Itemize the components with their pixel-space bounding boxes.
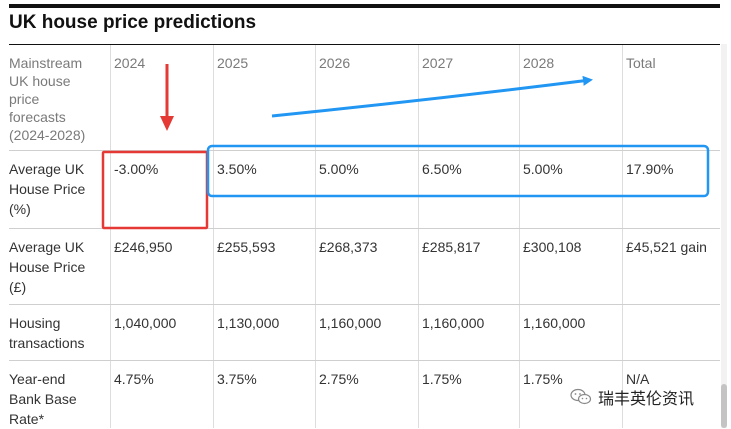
- table-cell: 1.75%: [519, 361, 622, 428]
- table-row: Year-end Bank Base Rate* 4.75% 3.75% 2.7…: [9, 360, 720, 428]
- header-row-label: Mainstream UK house price forecasts (202…: [9, 45, 110, 150]
- table-cell: 3.75%: [213, 361, 315, 428]
- table-header-row: Mainstream UK house price forecasts (202…: [9, 44, 720, 150]
- header-year-2024: 2024: [110, 45, 213, 150]
- wechat-icon: [570, 388, 592, 405]
- row-label: Year-end Bank Base Rate*: [9, 361, 110, 428]
- table-cell: 1.75%: [418, 361, 519, 428]
- table-cell: [622, 305, 720, 360]
- table-cell: 1,160,000: [519, 305, 622, 360]
- table-cell: 4.75%: [110, 361, 213, 428]
- row-label-line: Year-end: [9, 371, 66, 387]
- row-label: Average UK House Price (%): [9, 151, 110, 228]
- row-label-line: Housing: [9, 315, 61, 331]
- row-label-line: transactions: [9, 335, 85, 351]
- header-label-line: (2024-2028): [9, 127, 86, 143]
- header-year-2028: 2028: [519, 45, 622, 150]
- watermark-text: 瑞丰英伦资讯: [598, 391, 695, 408]
- header-year-2026: 2026: [315, 45, 418, 150]
- row-label-line: House Price: [9, 259, 86, 275]
- watermark: 瑞丰英伦资讯: [570, 385, 694, 409]
- table-cell: 5.00%: [519, 151, 622, 228]
- table-cell: 5.00%: [315, 151, 418, 228]
- table-cell: 17.90%: [622, 151, 720, 228]
- row-label: Average UK House Price (£): [9, 229, 110, 304]
- table-cell: £300,108: [519, 229, 622, 304]
- table-cell: £246,950: [110, 229, 213, 304]
- row-label-line: Average UK: [9, 239, 85, 255]
- table-cell: £268,373: [315, 229, 418, 304]
- table-cell: 3.50%: [213, 151, 315, 228]
- row-label-line: (£): [9, 279, 27, 295]
- table-row: Average UK House Price (£) £246,950 £255…: [9, 228, 720, 304]
- table-row: Housing transactions 1,040,000 1,130,000…: [9, 304, 720, 360]
- header-year-2025: 2025: [213, 45, 315, 150]
- table-cell: 1,040,000: [110, 305, 213, 360]
- table-cell: £45,521 gain: [622, 229, 720, 304]
- table-cell: N/A: [622, 361, 720, 428]
- row-label-line: Bank Base: [9, 391, 77, 407]
- row-label-line: House Price: [9, 181, 86, 197]
- scrollbar-thumb[interactable]: [721, 384, 727, 428]
- forecast-table: Mainstream UK house price forecasts (202…: [9, 44, 720, 428]
- page-title: UK house price predictions: [9, 12, 257, 33]
- scrollbar[interactable]: [721, 44, 727, 428]
- header-label-line: UK house: [9, 73, 71, 89]
- table-cell: 1,160,000: [418, 305, 519, 360]
- table-cell: 2.75%: [315, 361, 418, 428]
- row-label-line: (%): [9, 201, 31, 217]
- header-label-line: price: [9, 91, 40, 107]
- row-label: Housing transactions: [9, 305, 110, 360]
- table-cell: £285,817: [418, 229, 519, 304]
- table-row: Average UK House Price (%) -3.00% 3.50% …: [9, 150, 720, 228]
- row-label-line: Average UK: [9, 161, 85, 177]
- top-rule: [9, 4, 720, 8]
- header-year-2027: 2027: [418, 45, 519, 150]
- table-cell: -3.00%: [110, 151, 213, 228]
- table-cell: 6.50%: [418, 151, 519, 228]
- table-cell: 1,130,000: [213, 305, 315, 360]
- header-label-line: forecasts: [9, 109, 66, 125]
- header-label-line: Mainstream: [9, 55, 83, 71]
- table-cell: 1,160,000: [315, 305, 418, 360]
- table-cell: £255,593: [213, 229, 315, 304]
- header-total: Total: [622, 45, 720, 150]
- row-label-line: Rate*: [9, 411, 45, 427]
